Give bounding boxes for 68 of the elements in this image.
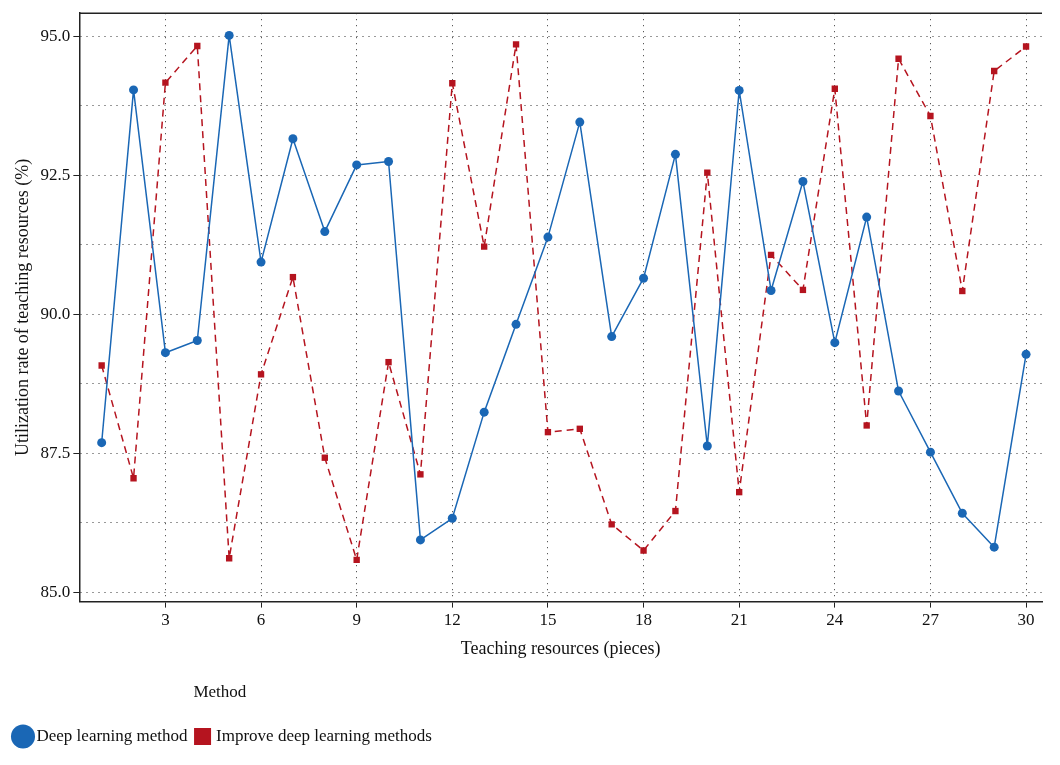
x-tick-label: 18 bbox=[635, 610, 653, 630]
point bbox=[576, 425, 583, 432]
point bbox=[704, 169, 711, 176]
y-tick-label: 85.0 bbox=[40, 581, 71, 601]
point bbox=[830, 338, 840, 348]
point bbox=[353, 556, 360, 564]
point bbox=[130, 475, 137, 482]
x-tick-label: 6 bbox=[256, 610, 266, 630]
x-tick-label: 21 bbox=[730, 610, 748, 630]
point bbox=[895, 55, 902, 62]
legend-title: Method bbox=[193, 681, 247, 701]
point bbox=[607, 332, 617, 342]
y-tick-label: 90.0 bbox=[40, 303, 71, 323]
point bbox=[702, 441, 712, 451]
x-tick-label: 30 bbox=[1017, 610, 1035, 630]
point bbox=[543, 232, 553, 242]
point bbox=[256, 257, 266, 267]
point bbox=[288, 134, 298, 144]
point bbox=[97, 438, 107, 448]
point bbox=[320, 227, 330, 237]
point bbox=[734, 85, 744, 95]
point bbox=[129, 85, 139, 95]
point bbox=[511, 319, 521, 329]
point bbox=[575, 117, 585, 127]
point bbox=[98, 362, 105, 369]
point bbox=[925, 447, 935, 457]
point bbox=[670, 149, 680, 159]
x-tick-label: 24 bbox=[826, 610, 844, 630]
x-axis-title: Teaching resources (pieces) bbox=[460, 637, 661, 659]
y-tick-label: 92.5 bbox=[40, 164, 71, 184]
point bbox=[479, 407, 489, 417]
legend-label: Deep learning method bbox=[36, 725, 189, 745]
x-tick-label: 12 bbox=[443, 610, 461, 630]
point bbox=[798, 177, 808, 187]
point bbox=[162, 79, 169, 86]
point bbox=[639, 273, 649, 283]
point bbox=[385, 358, 392, 366]
point bbox=[480, 243, 488, 250]
point bbox=[957, 508, 967, 518]
point bbox=[608, 521, 615, 528]
x-tick-label: 27 bbox=[921, 610, 940, 630]
point bbox=[927, 112, 934, 120]
legend-label: Improve deep learning methods bbox=[216, 725, 432, 745]
y-tick-label: 87.5 bbox=[40, 442, 71, 462]
point bbox=[1022, 43, 1030, 50]
point bbox=[640, 547, 647, 554]
y-tick-label: 95.0 bbox=[40, 26, 71, 45]
point bbox=[352, 160, 362, 170]
x-tick-label: 15 bbox=[539, 610, 557, 630]
point bbox=[862, 212, 872, 222]
y-axis-title: Utilization rate of teaching resources (%) bbox=[11, 158, 33, 457]
x-tick-label: 3 bbox=[161, 610, 170, 630]
point bbox=[863, 422, 870, 429]
point bbox=[194, 42, 201, 50]
point bbox=[192, 335, 202, 345]
point bbox=[384, 157, 394, 167]
point bbox=[224, 30, 234, 40]
point bbox=[257, 371, 265, 378]
point bbox=[415, 535, 425, 545]
x-tick-label: 9 bbox=[352, 610, 361, 630]
point bbox=[160, 348, 170, 358]
point bbox=[672, 507, 679, 515]
point bbox=[766, 285, 776, 295]
point bbox=[1021, 349, 1031, 359]
point bbox=[447, 513, 457, 523]
point bbox=[894, 386, 904, 396]
point bbox=[989, 542, 999, 552]
point bbox=[417, 471, 424, 478]
